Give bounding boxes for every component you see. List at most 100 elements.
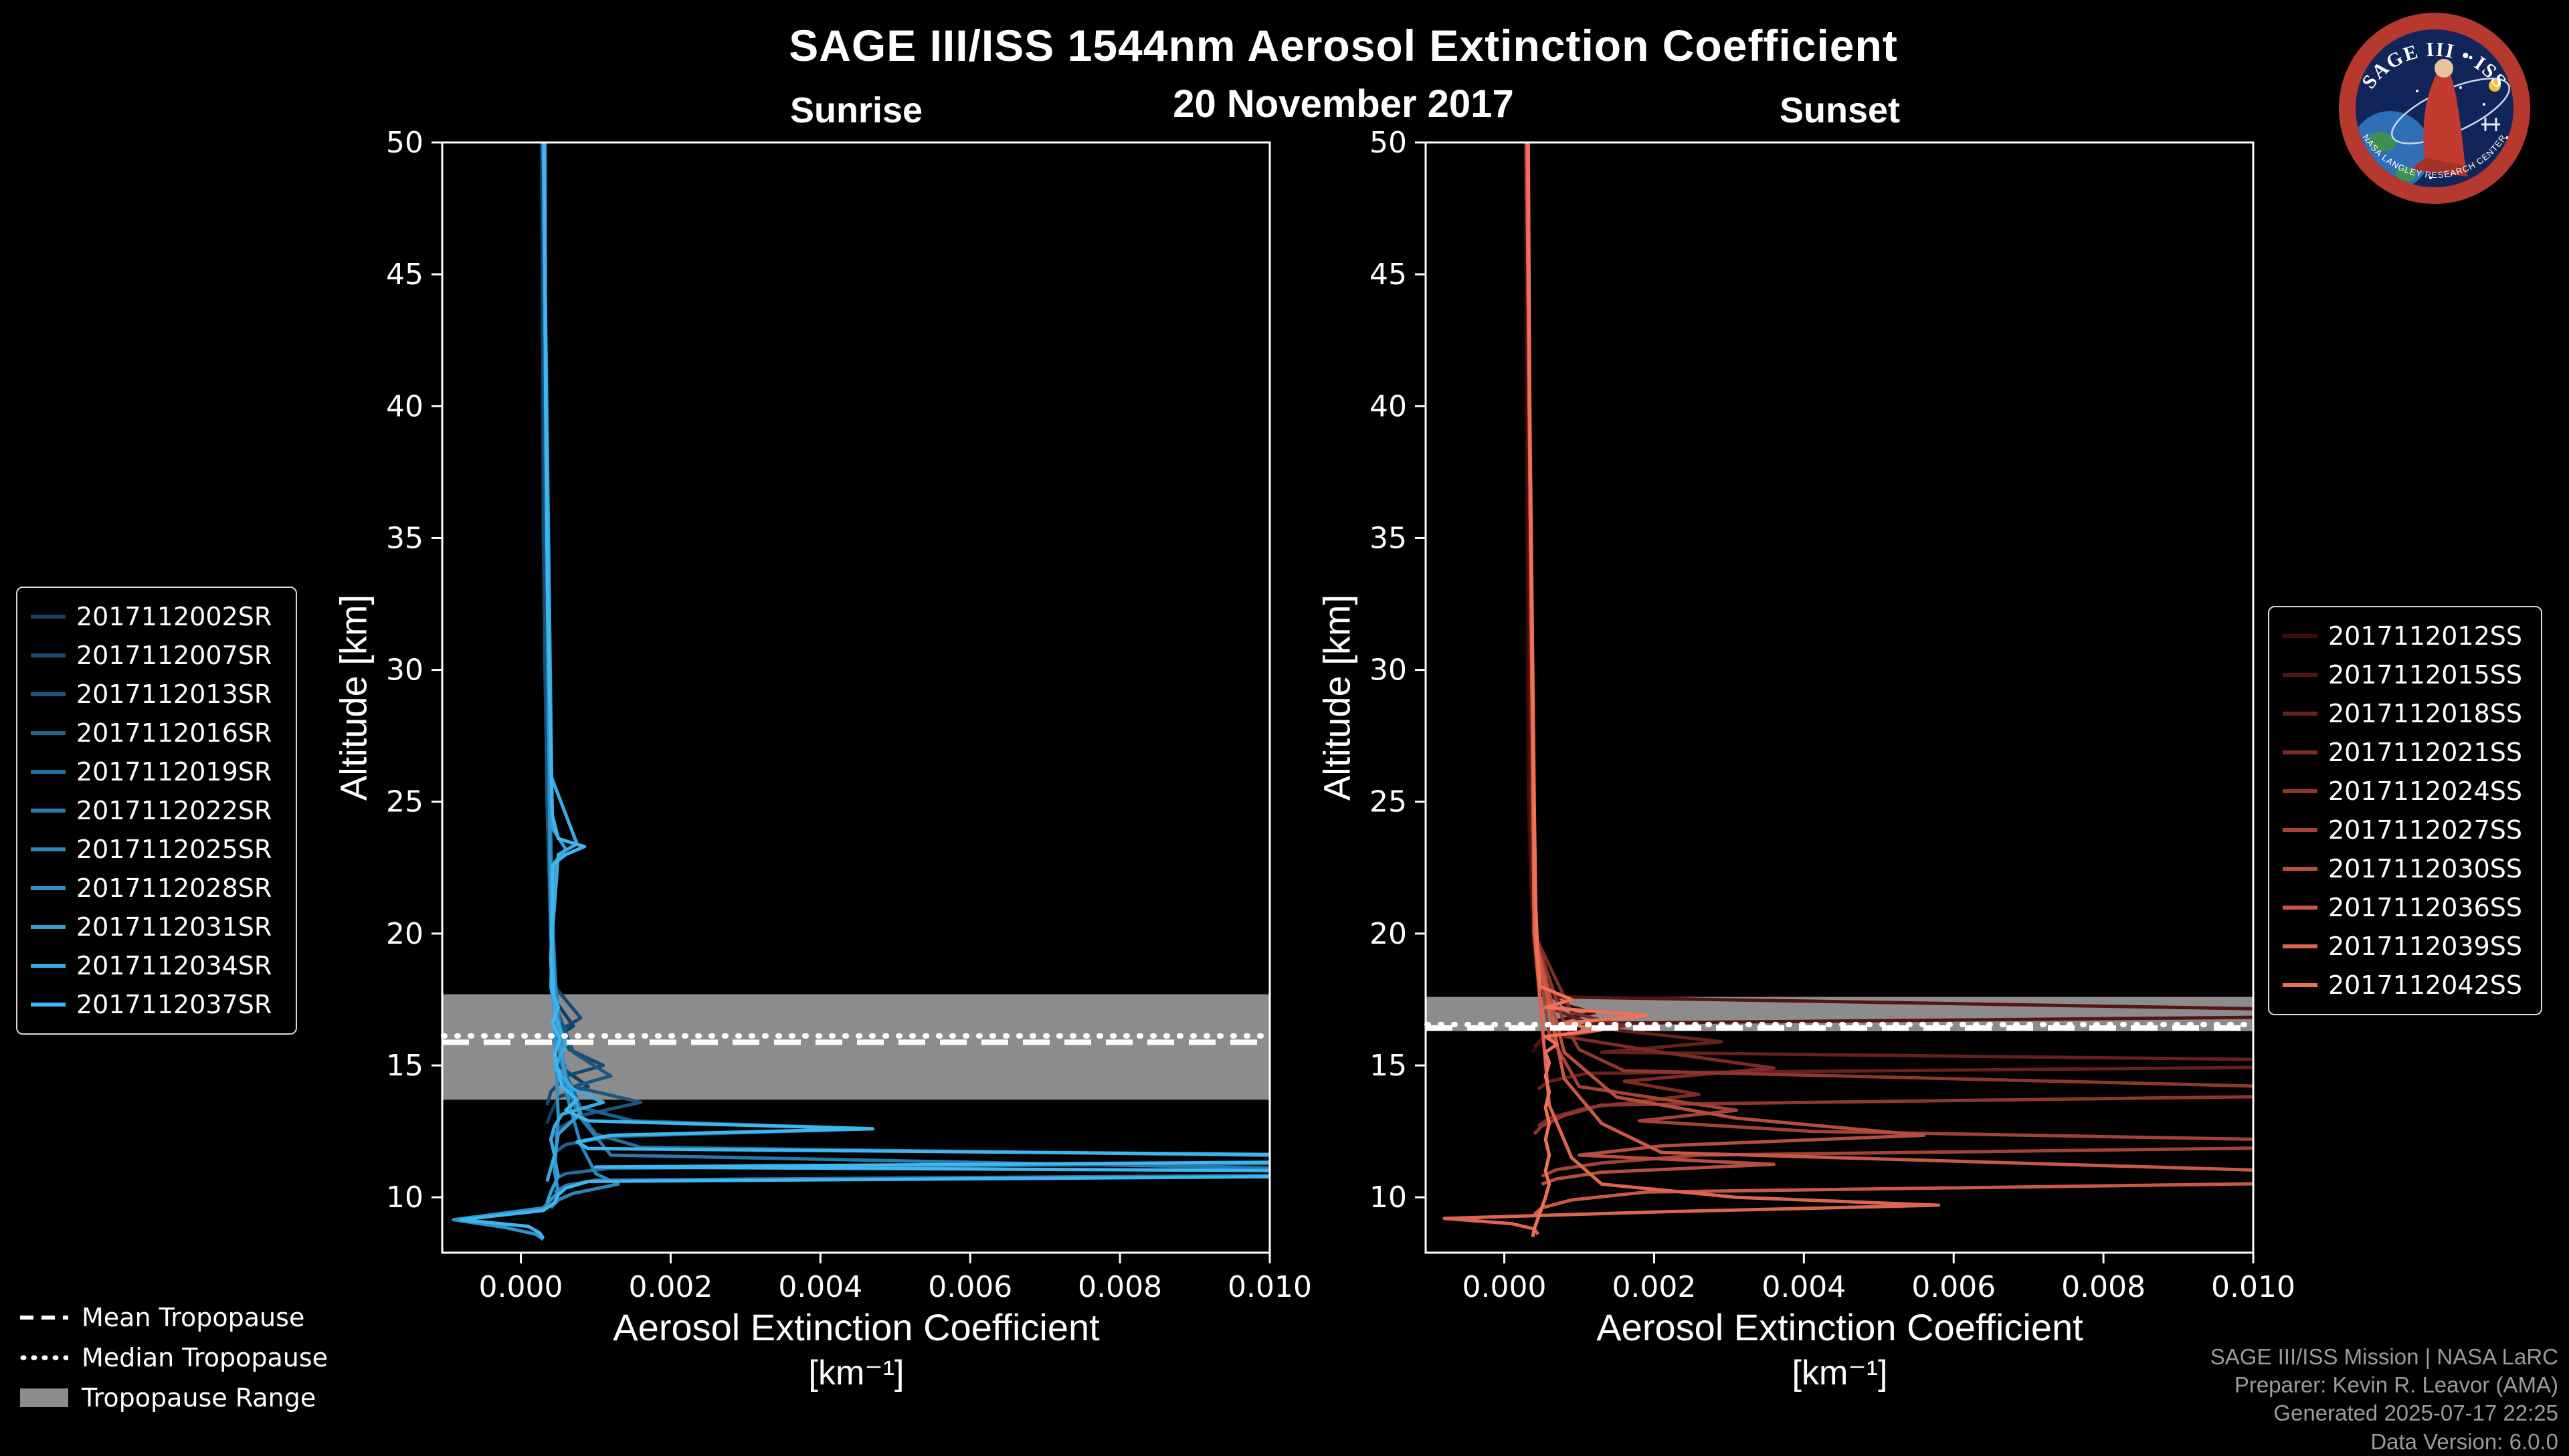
x-tick-label: 0.010: [1228, 1270, 1312, 1304]
sage-iii-iss-logo: SAGE III • ISS NASA LANGLEY RESEARCH CEN…: [2339, 13, 2530, 204]
legend-item-2017112002SR: 2017112002SR: [24, 597, 289, 636]
legend-item-2017112025SR: 2017112025SR: [24, 830, 289, 869]
legend-item-2017112039SS: 2017112039SS: [2276, 927, 2534, 966]
legend-event-label: 2017112016SR: [76, 718, 272, 748]
legend-event-label: 2017112021SS: [2328, 738, 2523, 767]
series-line-2017112037SR: [459, 142, 1270, 1239]
legend-event-label: 2017112031SR: [76, 912, 272, 942]
legend-line-swatch: [31, 809, 66, 813]
sunrise-plot: 0.000 0.002 0.004 0.006 0.008 0.010 10 15 20 25 30…: [386, 126, 1312, 1304]
legend-event-label: 2017112042SS: [2328, 970, 2523, 1000]
legend-line-swatch: [2283, 789, 2317, 793]
earth-land: [2396, 167, 2416, 182]
legend-item-2017112016SR: 2017112016SR: [24, 714, 289, 752]
y-tick-label: 10: [1369, 1180, 1407, 1215]
legend-event-label: 2017112013SR: [76, 680, 272, 709]
sun-icon: [2489, 80, 2501, 92]
legend-line-swatch: [2283, 673, 2317, 677]
legend-line-swatch: [31, 615, 66, 619]
legend-item-2017112013SR: 2017112013SR: [24, 675, 289, 714]
attribution-preparer: Preparer: Kevin R. Leavor (AMA): [2234, 1372, 2558, 1398]
y-tick-label: 20: [386, 917, 423, 951]
attribution-block: SAGE III/ISS Mission | NASA LaRC Prepare…: [2210, 1343, 2558, 1456]
legend-event-label: 2017112022SR: [76, 796, 272, 825]
legend-line-swatch: [31, 770, 66, 774]
earth-land: [2368, 132, 2396, 152]
legend-line-swatch: [2283, 634, 2317, 638]
series-line-2017112018SS: [1525, 142, 2253, 1091]
legend-event-label: 2017112015SS: [2328, 660, 2523, 690]
tropopause-range-label: Tropopause Range: [82, 1383, 316, 1413]
legend-line-swatch: [31, 1003, 66, 1007]
legend-line-swatch: [2283, 712, 2317, 716]
legend-item-2017112036SS: 2017112036SS: [2276, 888, 2534, 927]
series-line-2017112030SS: [1525, 142, 1925, 1186]
attribution-mission: SAGE III/ISS Mission | NASA LaRC: [2210, 1344, 2558, 1369]
dashed-line-swatch: [20, 1314, 68, 1321]
mean-tropopause-label: Mean Tropopause: [82, 1303, 305, 1332]
legend-item-2017112024SS: 2017112024SS: [2276, 772, 2534, 811]
legend-event-label: 2017112002SR: [76, 602, 272, 631]
legend-line-swatch: [31, 886, 66, 890]
series-line-2017112034SR: [541, 142, 605, 1182]
y-tick-label: 30: [386, 653, 423, 688]
gray-band-swatch: [20, 1388, 68, 1407]
legend-item-2017112015SS: 2017112015SS: [2276, 655, 2534, 694]
legend-event-label: 2017112025SR: [76, 835, 272, 864]
legend-line-swatch: [31, 692, 66, 696]
series-line-2017112025SR: [541, 142, 620, 1209]
legend-event-label: 2017112027SS: [2328, 815, 2523, 845]
legend-line-swatch: [31, 731, 66, 735]
legend-item-2017112034SR: 2017112034SR: [24, 946, 289, 985]
sunset-events-legend: 2017112012SS 2017112015SS 2017112018SS 2017…: [2268, 606, 2542, 1015]
legend-item-2017112012SS: 2017112012SS: [2276, 617, 2534, 655]
x-axis-units: [km⁻¹]: [1792, 1354, 1888, 1392]
x-tick-label: 0.008: [2061, 1270, 2146, 1304]
legend-item-2017112021SS: 2017112021SS: [2276, 733, 2534, 772]
robed-figure: [2423, 72, 2465, 166]
y-tick-label: 25: [1369, 785, 1407, 819]
y-tick-label: 10: [386, 1180, 423, 1215]
legend-item-2017112031SR: 2017112031SR: [24, 908, 289, 946]
plot-border: [441, 141, 1271, 1254]
legend-line-swatch: [31, 653, 66, 657]
legend-line-swatch: [2283, 750, 2317, 754]
legend-event-label: 2017112034SR: [76, 951, 272, 980]
median-tropopause-label: Median Tropopause: [82, 1343, 328, 1372]
series-line-2017112015SS: [1525, 142, 2253, 1049]
legend-event-label: 2017112037SR: [76, 990, 272, 1019]
x-tick-label: 0.002: [1612, 1270, 1696, 1304]
attribution-generated: Generated 2025-07-17 22:25: [2273, 1400, 2558, 1426]
tropopause-legend: Mean Tropopause Median Tropopause Tropop…: [20, 1297, 328, 1418]
legend-line-swatch: [2283, 906, 2317, 910]
sunset-plot: 0.000 0.002 0.004 0.006 0.008 0.010 10 15 20 25 30…: [1369, 126, 2295, 1304]
median-tropopause-legend-item: Median Tropopause: [20, 1338, 328, 1378]
legend-line-swatch: [31, 964, 66, 968]
legend-item-2017112042SS: 2017112042SS: [2276, 966, 2534, 1005]
sunrise-y-axis-label: Altitude [km]: [332, 594, 375, 801]
legend-item-2017112019SR: 2017112019SR: [24, 752, 289, 791]
mean-tropopause-legend-item: Mean Tropopause: [20, 1297, 328, 1338]
y-tick-label: 40: [386, 389, 423, 423]
legend-event-label: 2017112024SS: [2328, 776, 2523, 806]
tropopause-range-legend-item: Tropopause Range: [20, 1378, 328, 1418]
legend-item-2017112007SR: 2017112007SR: [24, 636, 289, 675]
x-tick-label: 0.000: [479, 1270, 563, 1304]
x-axis-label-text: Aerosol Extinction Coefficient: [1596, 1306, 2083, 1348]
page-title: SAGE III/ISS 1544nm Aerosol Extinction C…: [789, 21, 1898, 70]
y-tick-label: 25: [386, 785, 423, 819]
sunrise-x-axis-label: Aerosol Extinction Coefficient [km⁻¹]: [613, 1306, 1099, 1393]
sunset-x-axis-label: Aerosol Extinction Coefficient [km⁻¹]: [1596, 1306, 2083, 1393]
y-tick-label: 50: [386, 126, 423, 160]
x-tick-label: 0.008: [1078, 1270, 1162, 1304]
series-line-2017112024SS: [1525, 142, 2253, 1136]
x-tick-label: 0.004: [1762, 1270, 1846, 1304]
dotted-line-swatch: [20, 1354, 68, 1361]
sunrise-events-legend: 2017112002SR 2017112007SR 2017112013SR 2017…: [16, 587, 297, 1035]
legend-line-swatch: [31, 925, 66, 929]
x-tick-label: 0.002: [628, 1270, 712, 1304]
y-tick-label: 45: [386, 257, 423, 292]
legend-event-label: 2017112018SS: [2328, 699, 2523, 728]
figure-robe-hem: [2410, 158, 2468, 177]
y-tick-label: 30: [1369, 653, 1407, 688]
